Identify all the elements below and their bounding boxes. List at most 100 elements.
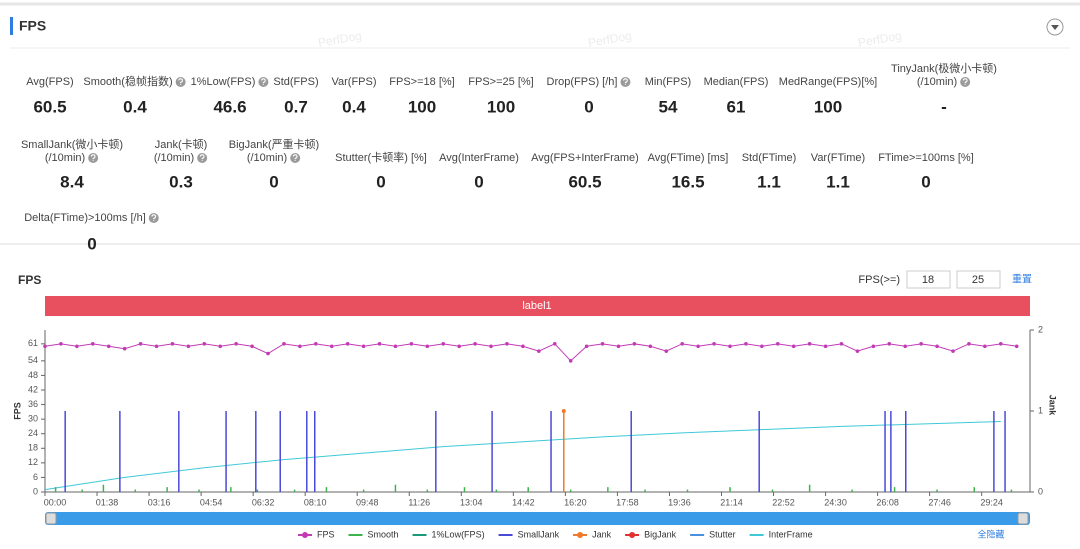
data-point bbox=[282, 342, 286, 346]
data-point bbox=[744, 342, 748, 346]
metric-label: Drop(FPS) [/h] bbox=[547, 76, 618, 88]
data-point bbox=[170, 342, 175, 346]
metric-label: FPS>=18 [%] bbox=[389, 76, 454, 88]
help-glyph bbox=[90, 154, 96, 161]
metric-label: Delta(FTime)>100ms [/h] bbox=[24, 212, 146, 224]
x-tick-label: 01:38 bbox=[96, 497, 119, 507]
data-point bbox=[409, 342, 414, 346]
reset-button[interactable]: 重置 bbox=[1012, 273, 1032, 286]
metric-label: FPS>=25 [%] bbox=[468, 76, 533, 88]
data-point bbox=[696, 344, 700, 349]
y2-tick-label: 2 bbox=[1038, 324, 1043, 334]
data-point bbox=[521, 344, 525, 349]
zoom-slider[interactable] bbox=[45, 512, 1030, 525]
data-point bbox=[552, 342, 557, 346]
metric-value: 0 bbox=[376, 172, 385, 191]
series-line bbox=[44, 343, 1017, 362]
x-tick-label: 14:42 bbox=[512, 497, 535, 507]
legend-label[interactable]: Smooth bbox=[368, 529, 399, 539]
metric-value: 1.1 bbox=[757, 172, 781, 191]
metric-value: 1.1 bbox=[826, 172, 850, 191]
data-point bbox=[616, 344, 621, 349]
x-tick-label: 17:58 bbox=[616, 497, 639, 507]
help-glyph bbox=[151, 214, 157, 221]
threshold-label: FPS(>=) bbox=[858, 274, 900, 286]
x-tick-label: 24:30 bbox=[824, 497, 847, 507]
x-tick-label: 21:14 bbox=[720, 497, 743, 507]
data-point bbox=[823, 344, 828, 349]
collapse-arrow[interactable] bbox=[1051, 25, 1059, 30]
data-point bbox=[839, 342, 844, 346]
spike-dot bbox=[561, 409, 566, 413]
series-line bbox=[44, 421, 1001, 491]
legend-label[interactable]: 1%Low(FPS) bbox=[432, 529, 485, 539]
metric-value: - bbox=[941, 97, 947, 116]
legend-label[interactable]: Stutter bbox=[709, 529, 736, 539]
metric-label: Std(FTime) bbox=[742, 152, 797, 164]
data-point bbox=[680, 342, 684, 346]
metric-label: (/10min) bbox=[247, 152, 287, 164]
data-point bbox=[106, 344, 111, 349]
data-point bbox=[266, 351, 270, 356]
collapse-button[interactable] bbox=[1046, 18, 1064, 36]
x-tick-label: 08:10 bbox=[304, 497, 327, 507]
metric-value: 100 bbox=[487, 97, 515, 116]
y-tick-label: 48 bbox=[28, 370, 38, 380]
threshold-input[interactable] bbox=[956, 270, 1001, 289]
data-point bbox=[871, 344, 876, 349]
threshold-value[interactable]: 18 bbox=[922, 274, 934, 286]
data-point bbox=[775, 342, 780, 346]
legend-label[interactable]: FPS bbox=[317, 529, 335, 539]
data-point bbox=[648, 344, 653, 349]
y-axis-title: FPS bbox=[12, 402, 22, 420]
threshold-value[interactable]: 25 bbox=[972, 274, 984, 286]
data-point bbox=[298, 344, 302, 349]
label-band bbox=[45, 296, 1030, 316]
y-tick-label: 36 bbox=[28, 399, 38, 409]
metric-value: 0.4 bbox=[342, 97, 366, 116]
data-point bbox=[457, 344, 461, 349]
y2-tick-label: 0 bbox=[1038, 486, 1043, 496]
x-tick-label: 13:04 bbox=[460, 497, 483, 507]
metric-label: Avg(FTime) [ms] bbox=[648, 152, 729, 164]
y2-axis-title: Jank bbox=[1048, 395, 1058, 417]
data-point bbox=[393, 344, 398, 349]
help-glyph bbox=[623, 78, 628, 85]
data-point bbox=[919, 342, 923, 346]
y-tick-label: 24 bbox=[28, 428, 38, 438]
data-point bbox=[345, 342, 350, 346]
x-tick-label: 26:08 bbox=[876, 497, 899, 507]
metric-label: Var(FTime) bbox=[811, 152, 865, 164]
data-point bbox=[568, 359, 573, 363]
y-tick-label: 54 bbox=[28, 355, 38, 365]
data-point bbox=[377, 342, 382, 346]
slider-handle[interactable] bbox=[45, 512, 57, 525]
metric-label: Avg(FPS) bbox=[26, 76, 73, 88]
x-tick-label: 03:16 bbox=[148, 497, 171, 507]
legend-label[interactable]: InterFrame bbox=[769, 529, 813, 539]
data-point bbox=[998, 342, 1003, 346]
metric-value: 54 bbox=[659, 97, 678, 116]
y-tick-label: 61 bbox=[28, 338, 38, 348]
data-point bbox=[807, 342, 812, 346]
legend-label[interactable]: BigJank bbox=[644, 529, 677, 539]
help-glyph bbox=[261, 78, 266, 85]
data-point bbox=[728, 344, 732, 349]
metric-label: FTime>=100ms [%] bbox=[878, 152, 974, 164]
metric-value: 100 bbox=[814, 97, 842, 116]
hide-all-button[interactable]: 全隐藏 bbox=[977, 528, 1004, 539]
threshold-input[interactable] bbox=[906, 270, 951, 289]
legend-dot bbox=[302, 532, 308, 538]
legend-dot bbox=[629, 532, 636, 538]
data-point bbox=[935, 344, 939, 349]
legend-label[interactable]: Jank bbox=[592, 529, 612, 539]
metric-label: SmallJank(微小卡顿) bbox=[21, 137, 123, 151]
data-point bbox=[186, 344, 191, 349]
metric-value: 0 bbox=[474, 172, 483, 191]
legend-label[interactable]: SmallJank bbox=[518, 529, 560, 539]
x-tick-label: 19:36 bbox=[668, 497, 691, 507]
slider-handle[interactable] bbox=[1017, 512, 1029, 525]
title-accent bbox=[10, 17, 13, 35]
data-point bbox=[43, 344, 47, 349]
data-point bbox=[473, 342, 477, 346]
